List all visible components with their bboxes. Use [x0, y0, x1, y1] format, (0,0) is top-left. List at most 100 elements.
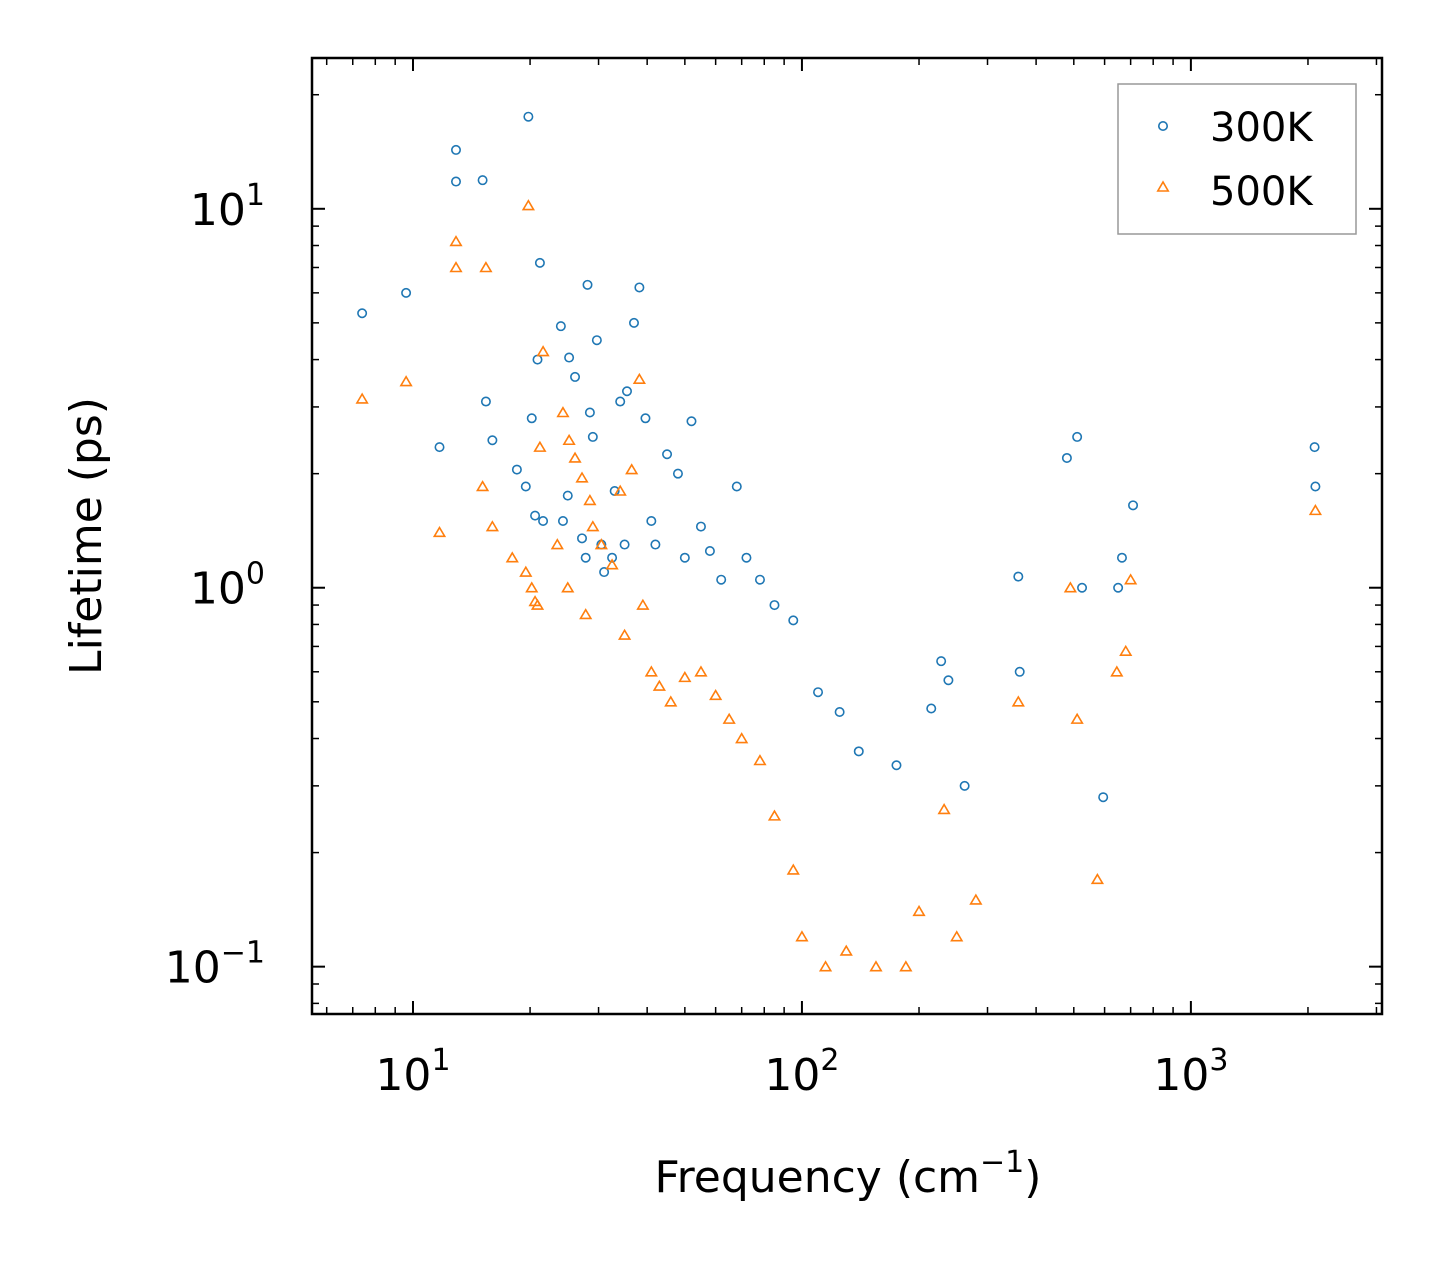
point-300k-28	[599, 567, 610, 578]
point-300k-4	[450, 176, 461, 187]
point-500k-53	[1063, 581, 1077, 593]
point-500k-2	[432, 525, 447, 538]
point-300k-55	[926, 703, 937, 714]
point-500k-16	[550, 538, 564, 550]
point-500k-13	[530, 598, 545, 610]
point-300k-36	[640, 413, 651, 424]
y-tick-label: 10−1	[165, 936, 265, 994]
point-500k-43	[795, 930, 809, 942]
point-500k-34	[664, 695, 678, 707]
point-300k-49	[769, 600, 780, 611]
point-300k-66	[1116, 552, 1127, 563]
point-300k-58	[959, 780, 970, 791]
legend: 300K 500K	[1117, 83, 1357, 235]
point-300k-10	[523, 111, 534, 122]
point-300k-25	[587, 431, 598, 442]
point-500k-32	[644, 665, 658, 677]
point-500k-11	[525, 581, 539, 593]
point-500k-38	[722, 712, 736, 724]
point-500k-45	[839, 944, 853, 956]
point-300k-48	[754, 574, 765, 585]
point-500k-18	[561, 581, 575, 593]
point-300k-65	[1113, 582, 1124, 593]
point-300k-68	[1309, 442, 1320, 453]
point-300k-22	[580, 552, 591, 563]
point-300k-50	[788, 615, 799, 626]
point-500k-39	[735, 732, 749, 744]
point-500k-58	[1124, 573, 1138, 585]
point-300k-51	[813, 687, 824, 698]
point-500k-24	[586, 520, 600, 532]
point-300k-11	[526, 413, 537, 424]
point-500k-20	[568, 451, 582, 463]
y-tick-label: 100	[190, 557, 265, 615]
legend-label-300k: 300K	[1210, 105, 1314, 151]
point-500k-59	[1308, 504, 1323, 516]
point-300k-15	[538, 515, 549, 526]
point-500k-48	[912, 904, 926, 917]
point-500k-10	[521, 199, 535, 211]
point-300k-26	[591, 335, 602, 346]
point-500k-50	[950, 930, 964, 942]
point-300k-45	[716, 574, 727, 585]
y-tick-label: 101	[190, 178, 265, 236]
point-300k-57	[943, 675, 954, 686]
point-300k-9	[520, 481, 531, 492]
point-500k-31	[636, 598, 650, 610]
point-500k-4	[449, 261, 463, 273]
point-300k-0	[357, 308, 368, 319]
point-300k-8	[511, 464, 522, 475]
point-300k-20	[570, 371, 581, 382]
point-300k-69	[1310, 481, 1321, 492]
point-300k-19	[564, 352, 575, 363]
point-500k-44	[818, 960, 833, 972]
point-300k-42	[686, 416, 697, 427]
point-500k-6	[479, 261, 493, 273]
point-300k-60	[1014, 666, 1025, 677]
point-300k-43	[695, 521, 706, 532]
series-300k	[357, 111, 1321, 803]
point-300k-63	[1077, 582, 1088, 593]
point-300k-1	[401, 287, 412, 298]
point-500k-52	[1011, 695, 1025, 707]
x-axis-label-main: Frequency (cm	[655, 1152, 981, 1203]
point-300k-52	[834, 706, 845, 717]
point-500k-15	[536, 345, 550, 357]
point-500k-14	[533, 440, 547, 452]
plot-frame	[310, 56, 1384, 1016]
point-500k-9	[519, 565, 533, 577]
point-500k-1	[399, 375, 413, 387]
point-500k-26	[605, 558, 619, 570]
point-300k-17	[557, 515, 568, 526]
point-300k-32	[619, 539, 630, 550]
point-300k-54	[891, 760, 902, 771]
point-300k-29	[607, 552, 618, 563]
point-300k-40	[672, 468, 683, 479]
x-axis-label-tail: )	[1024, 1152, 1041, 1203]
point-300k-34	[628, 317, 639, 328]
point-500k-7	[485, 520, 499, 532]
point-300k-7	[487, 435, 498, 446]
point-500k-22	[579, 608, 593, 620]
point-300k-18	[562, 490, 573, 501]
point-300k-23	[582, 279, 593, 290]
point-500k-5	[475, 480, 490, 492]
point-500k-46	[869, 960, 883, 972]
point-500k-41	[767, 809, 782, 821]
point-300k-33	[621, 386, 632, 397]
x-tick-label: 103	[1153, 1043, 1228, 1101]
point-500k-51	[969, 893, 983, 905]
point-300k-21	[577, 533, 588, 544]
point-300k-6	[480, 396, 491, 407]
y-axis-label: Lifetime (ps)	[61, 397, 112, 675]
point-500k-23	[583, 494, 597, 506]
legend-marker-500k	[1156, 180, 1170, 192]
point-500k-36	[694, 665, 708, 677]
x-tick-label: 102	[764, 1043, 839, 1101]
point-500k-42	[786, 863, 800, 875]
point-300k-2	[434, 442, 445, 453]
point-500k-0	[355, 392, 369, 404]
point-500k-29	[625, 463, 639, 475]
point-500k-47	[899, 960, 913, 972]
legend-marker-300k	[1158, 121, 1169, 132]
